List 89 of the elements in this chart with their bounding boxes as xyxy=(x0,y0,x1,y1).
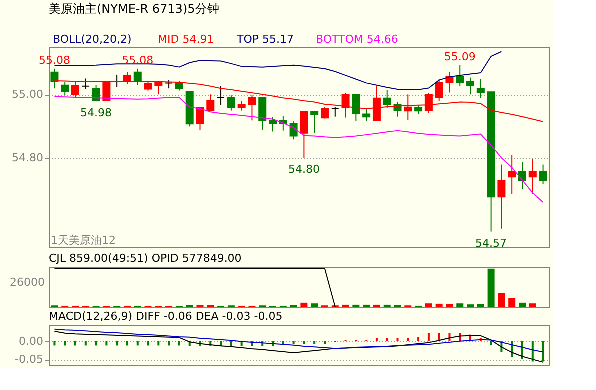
bar xyxy=(178,341,180,346)
candlestick xyxy=(414,104,423,115)
candlestick xyxy=(435,78,444,102)
bar xyxy=(74,341,77,346)
bar xyxy=(508,298,516,307)
bar xyxy=(64,341,66,346)
candlestick xyxy=(269,116,278,132)
y-tick-label: -0.05 xyxy=(15,353,44,366)
bar xyxy=(168,341,170,346)
candlestick xyxy=(290,121,298,140)
y-tick-label: 0.00 xyxy=(19,334,44,348)
candlestick xyxy=(352,94,360,122)
bar xyxy=(314,341,316,344)
bar xyxy=(292,341,295,344)
candlestick xyxy=(539,164,548,185)
annotation: 55.09 xyxy=(444,50,476,64)
bar xyxy=(324,341,326,344)
candlestick xyxy=(82,78,90,90)
annotation: 54.57 xyxy=(476,236,508,250)
annotation: 55.08 xyxy=(38,54,70,67)
bar xyxy=(488,268,495,307)
bar xyxy=(518,302,526,307)
chart-subtitle: BOLL(20,20,2) xyxy=(53,33,132,46)
bar xyxy=(311,304,318,307)
candlestick xyxy=(134,68,142,86)
candlestick xyxy=(300,110,308,159)
candlestick xyxy=(424,92,433,114)
bar xyxy=(303,341,306,344)
bar xyxy=(396,338,399,342)
candlestick xyxy=(310,110,319,134)
candlestick xyxy=(362,109,371,122)
candlestick xyxy=(456,64,464,87)
annotation: 54.98 xyxy=(80,106,112,120)
candlestick xyxy=(50,68,59,90)
bar xyxy=(446,304,454,307)
bar xyxy=(54,341,56,346)
candlestick xyxy=(217,86,226,106)
bar xyxy=(407,338,410,342)
bar xyxy=(490,341,492,345)
chart-title: MACD(12,26,9) DIFF -0.06 DEA -0.03 -0.05 xyxy=(49,310,283,323)
text: 26000 xyxy=(10,276,45,289)
bar xyxy=(436,304,443,307)
line-series xyxy=(54,328,544,353)
candlestick xyxy=(466,77,475,96)
annotation: 55.08 xyxy=(122,54,154,67)
series-label: TOP 55.17 xyxy=(236,33,294,46)
chart-title: 美原油主(NYME-R 6713)5分钟 xyxy=(49,2,220,16)
candlestick xyxy=(248,95,256,122)
bar xyxy=(529,304,536,307)
text: MID 54.91 xyxy=(158,33,214,46)
candlestick xyxy=(238,100,246,112)
candlestick xyxy=(508,154,516,195)
candlestick xyxy=(498,164,506,230)
bar xyxy=(542,341,544,362)
y-tick-label: 55.00 xyxy=(12,88,44,102)
candlestick xyxy=(61,81,70,96)
bar xyxy=(158,341,160,346)
candlestick xyxy=(227,95,236,112)
bar xyxy=(95,341,98,346)
bar xyxy=(456,304,464,307)
bar xyxy=(84,341,87,346)
candlestick xyxy=(92,84,100,102)
bar xyxy=(477,304,484,307)
candlestick xyxy=(258,96,267,131)
bar xyxy=(116,341,118,346)
bar xyxy=(106,341,108,346)
bar xyxy=(147,341,150,346)
bar xyxy=(418,337,420,342)
bar xyxy=(136,341,139,346)
candlestick xyxy=(476,78,485,99)
bar xyxy=(300,302,308,307)
line-series xyxy=(54,331,544,363)
text: BOTTOM 54.66 xyxy=(316,33,398,46)
candlestick xyxy=(331,106,340,118)
annotation: 1天美原油12 xyxy=(51,234,116,247)
candlestick xyxy=(383,90,392,108)
candlestick xyxy=(196,107,204,131)
candlestick xyxy=(206,94,215,112)
bar xyxy=(428,333,430,342)
annotation: 54.80 xyxy=(288,163,320,176)
bar xyxy=(230,341,232,346)
bar xyxy=(386,338,388,342)
candlestick xyxy=(342,92,350,118)
candlestick xyxy=(528,158,537,195)
bar xyxy=(376,338,378,342)
bar xyxy=(425,304,432,307)
bar xyxy=(498,293,506,307)
y-tick-label: 54.80 xyxy=(12,152,44,165)
chart-title: CJL 859.00(49:51) OPID 577849.00 xyxy=(49,252,242,265)
